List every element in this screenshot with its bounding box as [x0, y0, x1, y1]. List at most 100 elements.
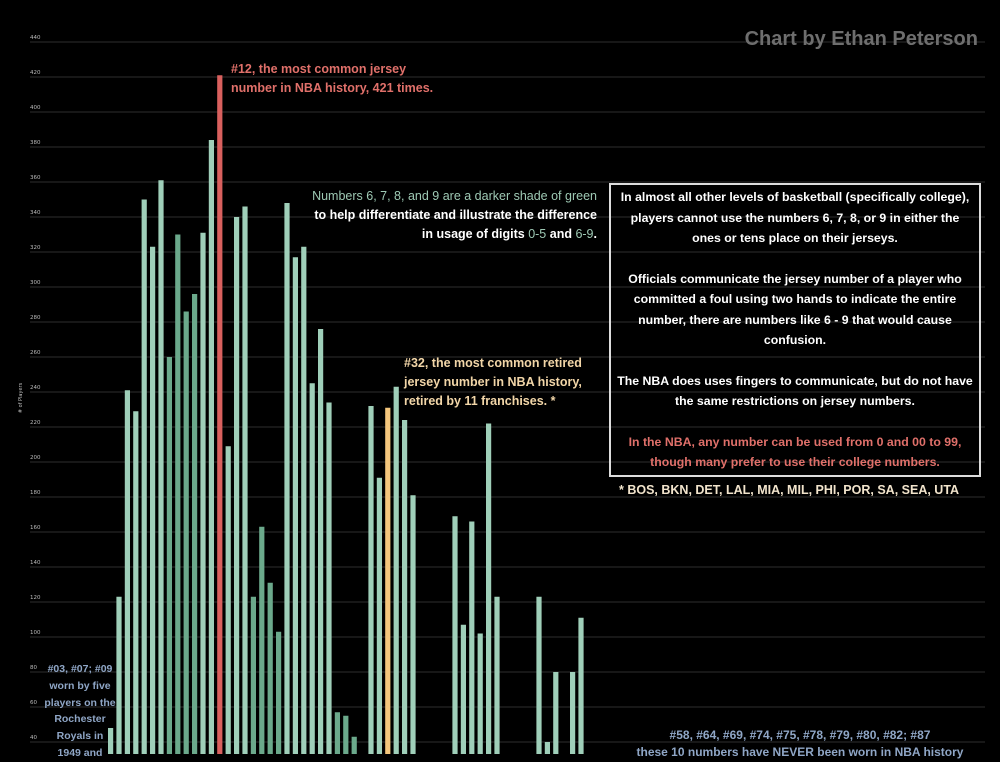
bar-9 — [192, 294, 198, 754]
annotation-line: number in NBA history, 421 times. — [231, 81, 434, 95]
bar-52 — [553, 672, 559, 754]
bar-16 — [250, 596, 256, 754]
annotation-line: #12, the most common jersey — [231, 62, 407, 76]
bar-22 — [301, 246, 307, 754]
y-tick-label: 300 — [30, 280, 41, 286]
info-column: In almost all other levels of basketball… — [609, 183, 981, 497]
bar-23 — [309, 383, 315, 754]
bar-43 — [477, 633, 483, 754]
annotation-rochester: #03, #07; #09 worn by five players on th… — [44, 663, 116, 759]
bar-15 — [242, 206, 248, 754]
bar-24 — [318, 329, 324, 754]
bar-1 — [124, 390, 130, 754]
chart-credit: Chart by Ethan Peterson — [744, 28, 978, 50]
shade-range-a: 0-5 — [528, 227, 547, 241]
y-tick-label: 120 — [30, 595, 41, 601]
y-tick-label: 60 — [30, 700, 37, 706]
annotation-shade-note: Numbers 6, 7, 8, and 9 are a darker shad… — [312, 187, 597, 244]
annotation-line: #32, the most common retired — [404, 356, 582, 370]
bar-51 — [544, 742, 550, 754]
y-tick-label: 260 — [30, 350, 41, 356]
bar-13 — [225, 446, 231, 754]
info-box: In almost all other levels of basketball… — [609, 183, 981, 477]
bar-50 — [536, 596, 542, 754]
info-paragraph-highlight: In the NBA, any number can be used from … — [628, 434, 962, 470]
y-tick-label: 440 — [30, 35, 41, 41]
y-tick-label: 160 — [30, 525, 41, 531]
never-text: these 10 numbers have NEVER been worn in… — [636, 745, 964, 759]
y-tick-label: 340 — [30, 210, 41, 216]
y-tick-label: 380 — [30, 140, 41, 146]
bar-20 — [284, 203, 290, 754]
bar-33 — [393, 386, 399, 754]
y-tick-label: 140 — [30, 560, 41, 566]
bar-2 — [133, 411, 139, 754]
bar-18 — [267, 582, 273, 754]
shade-text: and — [546, 227, 576, 241]
footnote: * BOS, BKN, DET, LAL, MIA, MIL, PHI, POR… — [619, 482, 960, 497]
annotation-never-worn: #58, #64, #69, #74, #75, #78, #79, #80, … — [600, 727, 1000, 761]
y-tick-label: 420 — [30, 70, 41, 76]
bar-11 — [208, 140, 214, 754]
annotation-most-common: #12, the most common jersey number in NB… — [231, 60, 433, 98]
gridlines — [30, 41, 985, 743]
bar-55 — [578, 617, 584, 754]
y-tick-label: 180 — [30, 490, 41, 496]
bar-6 — [166, 357, 172, 754]
y-axis-ticks: 40 60 80 100 120 140 160 180 200 220 240 260 280 300 3… — [30, 35, 41, 741]
bar-45 — [494, 596, 500, 754]
bar-54 — [570, 672, 576, 754]
shade-green-word: green — [565, 189, 597, 203]
y-tick-label: 80 — [30, 665, 37, 671]
y-tick-label: 240 — [30, 385, 41, 391]
info-paragraph: Officials communicate the jersey number … — [628, 271, 962, 348]
bar-7 — [175, 234, 181, 754]
bar-30 — [368, 406, 374, 754]
bar-8 — [183, 311, 189, 754]
bar-0 — [108, 728, 114, 754]
y-tick-label: 320 — [30, 245, 41, 251]
bars — [108, 75, 584, 754]
bar-28 — [351, 736, 357, 754]
y-tick-label: 400 — [30, 105, 41, 111]
shade-text: to help differentiate and illustrate the… — [314, 208, 597, 241]
bar-44 — [486, 423, 492, 754]
bar-31 — [376, 477, 382, 754]
bar-25 — [326, 402, 332, 754]
shade-text: Numbers 6, 7, 8, and 9 are a darker shad… — [312, 189, 562, 203]
y-tick-label: 200 — [30, 455, 41, 461]
bar-12 — [217, 75, 223, 754]
info-paragraph: In almost all other levels of basketball… — [620, 190, 970, 245]
y-tick-label: 360 — [30, 175, 41, 181]
annotation-line: retired by 11 franchises. * — [404, 394, 556, 408]
bar-21 — [292, 257, 298, 754]
info-paragraph: The NBA does uses fingers to communicate… — [617, 373, 973, 409]
shade-range-b: 6-9 — [575, 227, 594, 241]
shade-text: . — [593, 227, 597, 241]
bar-42 — [469, 521, 475, 754]
never-list: #58, #64, #69, #74, #75, #78, #79, #80, … — [669, 728, 931, 742]
bar-10 — [200, 232, 206, 754]
y-tick-label: 100 — [30, 630, 41, 636]
bar-41 — [460, 624, 466, 754]
y-tick-label: 280 — [30, 315, 41, 321]
annotation-line: jersey number in NBA history, — [404, 375, 582, 389]
bar-26 — [334, 712, 340, 754]
bar-17 — [259, 526, 265, 754]
bar-40 — [452, 516, 458, 754]
y-axis-label: # of Players — [18, 382, 24, 413]
bar-34 — [402, 420, 408, 754]
bar-32 — [385, 407, 391, 754]
bar-19 — [276, 631, 282, 754]
bar-5 — [158, 180, 164, 754]
bar-00 — [116, 596, 122, 754]
bar-35 — [410, 495, 416, 754]
y-tick-label: 40 — [30, 735, 37, 741]
bar-3 — [141, 199, 147, 754]
y-tick-label: 220 — [30, 420, 41, 426]
bar-4 — [150, 246, 156, 754]
bar-14 — [234, 217, 240, 754]
annotation-retired: #32, the most common retired jersey numb… — [404, 354, 600, 411]
bar-27 — [343, 715, 349, 754]
